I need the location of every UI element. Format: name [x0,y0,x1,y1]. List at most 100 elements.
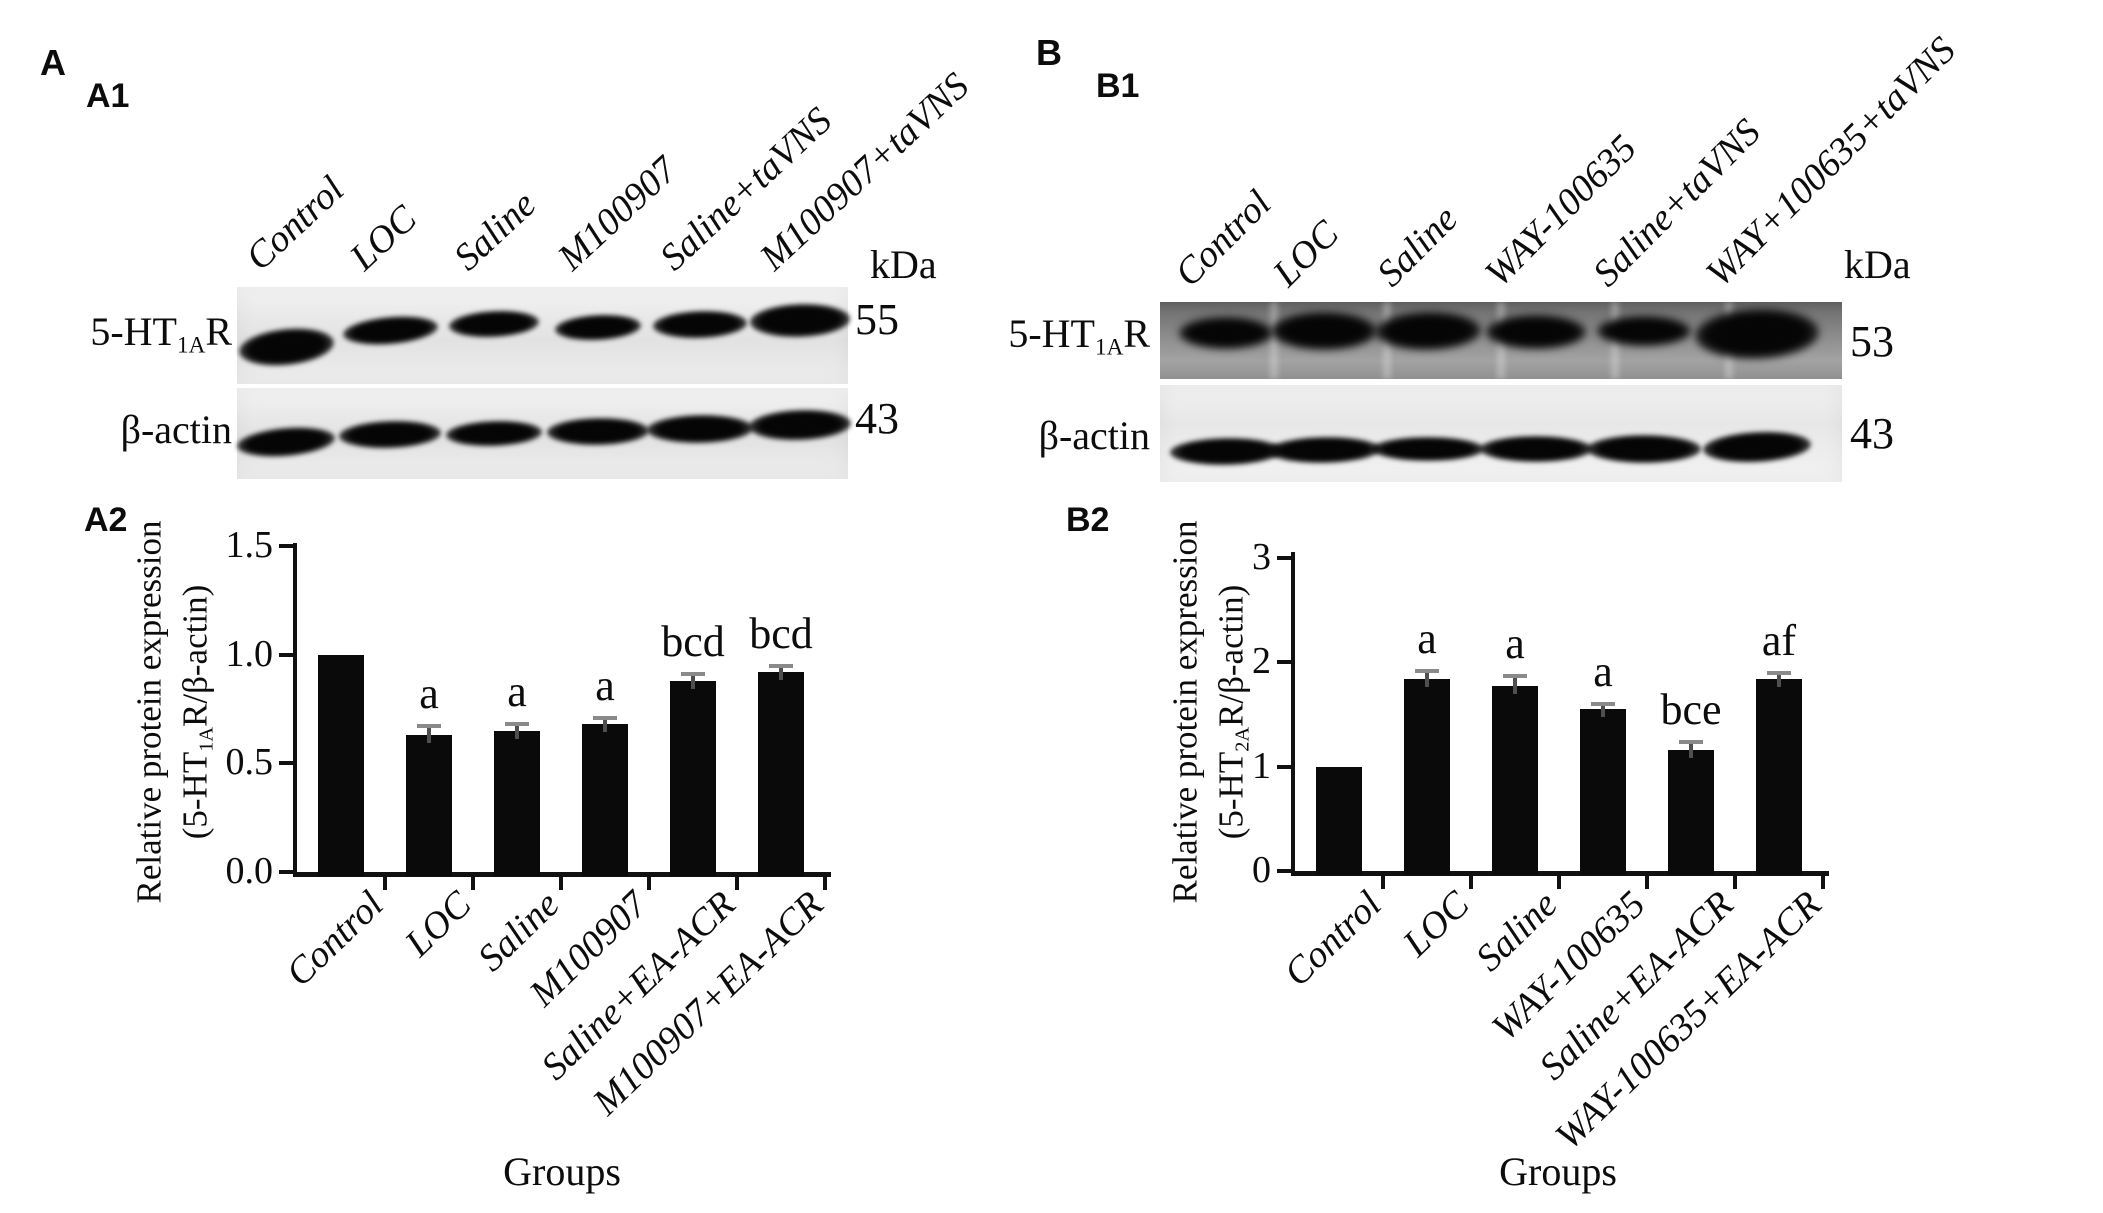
x-tick [1381,876,1385,889]
error-bar [1425,670,1429,688]
bar [318,654,364,876]
x-tick [1469,876,1473,889]
protein-label-5ht1ar: 5-HT1AR [1002,312,1150,369]
y-tick [1277,660,1291,665]
x-axis [1291,871,1829,876]
kda-value-55: 55 [855,295,899,344]
bar [1756,679,1802,875]
significance-label: a [1593,647,1613,697]
blot-band [1597,316,1691,346]
x-tick [471,877,475,890]
y-tick-label: 1 [1252,744,1271,787]
y-tick [279,870,293,874]
x-tick [647,877,651,890]
protein-suffix: R [205,309,232,354]
x-tick [1557,876,1561,889]
error-bar [515,724,519,739]
y-tick [279,652,293,657]
significance-label: a [419,669,439,719]
bar [758,672,804,876]
y-axis-title-b2: Relative protein expression (5-HT2AR/β-a… [1162,402,1265,1022]
significance-label: bce [1660,684,1722,734]
x-tick [383,877,387,890]
y-tick-label: 1.5 [225,524,274,567]
panel-a2-label: A2 [84,501,128,539]
category-label: Control [1276,883,1390,995]
error-bar-cap [1679,739,1703,744]
lane-separator [1269,302,1278,379]
protein-name: β-actin [120,407,232,452]
error-bar [603,717,607,733]
y-tick-label: 3 [1252,536,1271,579]
error-bar [1689,741,1693,758]
error-bar-cap [1591,702,1615,707]
significance-label: bcd [749,608,813,658]
lane-label: Saline [1369,197,1466,295]
panel-a-label: A [40,42,66,83]
blot-band [1480,436,1592,462]
y-tick-label: 0 [1252,849,1271,891]
western-blot-strip [1160,385,1842,482]
error-bar-cap [1415,668,1439,673]
y-axis-title-line1: Relative protein expression [1165,520,1205,904]
y-tick-label: 2 [1252,640,1271,683]
lane-label: Control [238,168,353,279]
y-axis [1291,552,1295,876]
significance-label: bcd [661,617,725,667]
bar [494,730,540,876]
y-tick [1277,556,1291,561]
significance-label: a [1505,618,1525,668]
panel-b-label: B [1036,32,1062,73]
protein-label-bactin: β-actin [1002,414,1150,458]
protein-suffix: R [1123,311,1150,356]
x-axis-title-b2: Groups [1499,1149,1617,1194]
y-tick [1277,869,1291,873]
lane-label: LOC [342,197,425,279]
lane-label: Saline [446,183,545,279]
blot-band [1486,315,1586,349]
y-axis [293,543,297,877]
kda-header: kDa [870,242,937,287]
bar [1316,766,1362,875]
y-axis-title-line1: Relative protein expression [129,520,169,904]
y-tick [279,544,293,549]
y-tick-label: 0.0 [225,850,274,892]
kda-value-43: 43 [1850,409,1894,458]
x-tick [735,877,739,890]
panel-b2-label: B2 [1066,501,1110,539]
y-axis-title-line2: (5-HT1AR/β-actin) [172,402,229,1022]
bar [1492,686,1538,875]
significance-label: a [1417,613,1437,663]
x-tick [823,877,827,890]
y-tick-label: 1.0 [225,632,274,675]
lane-label: Control [1167,182,1280,295]
bar [1668,750,1714,875]
x-axis [293,872,831,877]
blot-band [1179,317,1273,349]
protein-subscript: 1A [176,332,206,359]
error-bar-cap [593,715,617,720]
x-tick [559,877,563,890]
blot-band [1587,435,1701,463]
y-axis-title-a2: Relative protein expression (5-HT1AR/β-a… [126,402,229,1022]
error-bar [1777,672,1781,688]
protein-label-5ht1ar: 5-HT1AR [60,310,232,367]
error-bar [779,665,783,681]
blot-band [1372,437,1484,461]
significance-label: af [1761,615,1797,665]
protein-name: β-actin [1038,413,1150,458]
x-tick [1821,876,1825,889]
error-bar [1513,675,1517,695]
bar [582,724,628,876]
y-tick [279,761,293,766]
kda-value-43: 43 [855,394,899,443]
kda-header: kDa [1844,242,1911,287]
western-blot-strip [237,287,848,384]
lane-label: LOC [1265,212,1347,295]
protein-name: 5-HT [1008,311,1095,356]
category-label: LOC [1395,883,1478,965]
panel-a1-label: A1 [86,77,130,115]
error-bar-cap [681,672,705,677]
category-label: LOC [397,883,480,965]
